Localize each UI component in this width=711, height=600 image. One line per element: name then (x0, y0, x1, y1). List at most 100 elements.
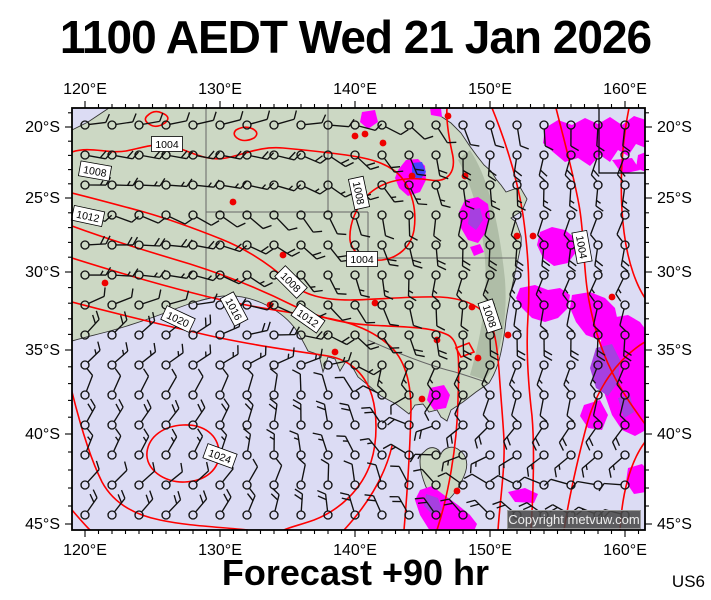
station-circle (80, 420, 90, 430)
station-circle (404, 240, 414, 250)
station-circle (323, 150, 333, 160)
barb-shaft (615, 278, 624, 295)
wind-barb (161, 210, 193, 225)
station-circle (512, 120, 522, 130)
barb-feather (445, 438, 449, 448)
station-circle (350, 330, 360, 340)
barb-shaft (410, 158, 418, 175)
barb-shaft (247, 434, 252, 451)
barb-shaft (513, 309, 518, 326)
station-circle (566, 450, 576, 460)
barb-feather (495, 144, 505, 149)
station-circle (242, 420, 252, 430)
barb-feather (462, 259, 471, 266)
barb-shaft (141, 320, 156, 333)
barb-shaft (251, 155, 268, 160)
wind-barb (445, 420, 468, 448)
wind-barb (188, 461, 210, 490)
barb-feather (381, 416, 390, 424)
station-circle (242, 510, 252, 520)
barb-feather (389, 263, 399, 267)
barb-feather (339, 402, 349, 406)
wind-barb (377, 210, 395, 240)
page-title: 1100 AEDT Wed 21 Jan 2026 (59, 11, 652, 63)
barb-feather (210, 220, 220, 226)
wind-barb (458, 330, 472, 361)
barb-half-feather (457, 289, 463, 294)
wind-barb (355, 385, 387, 400)
barb-feather (92, 314, 97, 324)
barb-shaft (567, 249, 572, 266)
station-circle (539, 360, 549, 370)
barb-feather (588, 293, 596, 302)
barb-feather (441, 204, 451, 209)
barb-feather (581, 468, 585, 478)
station-circle (80, 480, 90, 490)
station-circle (620, 180, 630, 190)
barb-half-feather (287, 353, 290, 359)
lon-label: 150°E (468, 81, 512, 98)
barb-shaft (588, 278, 597, 295)
station-circle (458, 510, 468, 520)
barb-shaft (509, 278, 517, 295)
wind-barb (291, 369, 306, 400)
barb-feather (426, 383, 434, 392)
barb-half-feather (142, 436, 147, 442)
station-circle (350, 300, 360, 310)
barb-feather (424, 135, 434, 140)
barb-shaft (223, 276, 240, 285)
barb-feather (387, 258, 397, 262)
barb-half-feather (314, 354, 318, 360)
barb-shaft (297, 434, 302, 451)
barb-shaft (86, 406, 96, 422)
wind-barb (161, 112, 191, 130)
station-circle (215, 480, 225, 490)
barb-feather (394, 170, 404, 173)
wind-barb (320, 458, 333, 490)
barb-feather (437, 265, 447, 271)
isobar-label-text: 1004 (350, 254, 374, 266)
barb-half-feather (126, 180, 131, 186)
barb-feather (152, 462, 156, 472)
barb-shaft (604, 482, 621, 486)
wind-barb (593, 330, 606, 362)
barb-feather (103, 287, 106, 297)
barb-feather (143, 428, 150, 437)
barb-feather (315, 330, 323, 339)
station-circle (188, 240, 198, 250)
station-circle (485, 420, 495, 430)
barb-feather (589, 384, 597, 393)
barb-feather (617, 174, 624, 183)
wind-barb (431, 270, 441, 302)
barb-shaft (170, 120, 187, 125)
forecast-label: Forecast +90 hr (221, 552, 490, 593)
barb-feather (346, 339, 355, 346)
barb-feather (341, 407, 351, 411)
barb-feather (234, 150, 242, 159)
barb-feather (239, 245, 248, 253)
isobar-label: 1012 (70, 204, 106, 228)
barb-feather (361, 406, 371, 409)
barb-half-feather (408, 289, 414, 294)
barb-shaft (356, 308, 367, 324)
wind-barb (482, 390, 495, 423)
barb-half-feather (622, 199, 628, 204)
barb-shaft (303, 278, 315, 293)
station-circle (134, 390, 144, 400)
barb-half-feather (596, 199, 601, 204)
station-circle (593, 300, 603, 310)
barb-shaft (332, 124, 349, 128)
station-circle (593, 360, 603, 370)
barb-feather (199, 494, 204, 504)
barb-half-feather (510, 379, 516, 384)
wind-barb (242, 210, 272, 230)
barb-feather (418, 203, 428, 206)
barb-shaft (431, 279, 436, 296)
barb-feather (590, 174, 598, 183)
wind-barb (390, 465, 414, 490)
station-circle (107, 420, 117, 430)
barb-feather (571, 481, 578, 489)
wind-barb (161, 490, 182, 520)
station-circle (431, 360, 441, 370)
barb-feather (347, 351, 353, 361)
